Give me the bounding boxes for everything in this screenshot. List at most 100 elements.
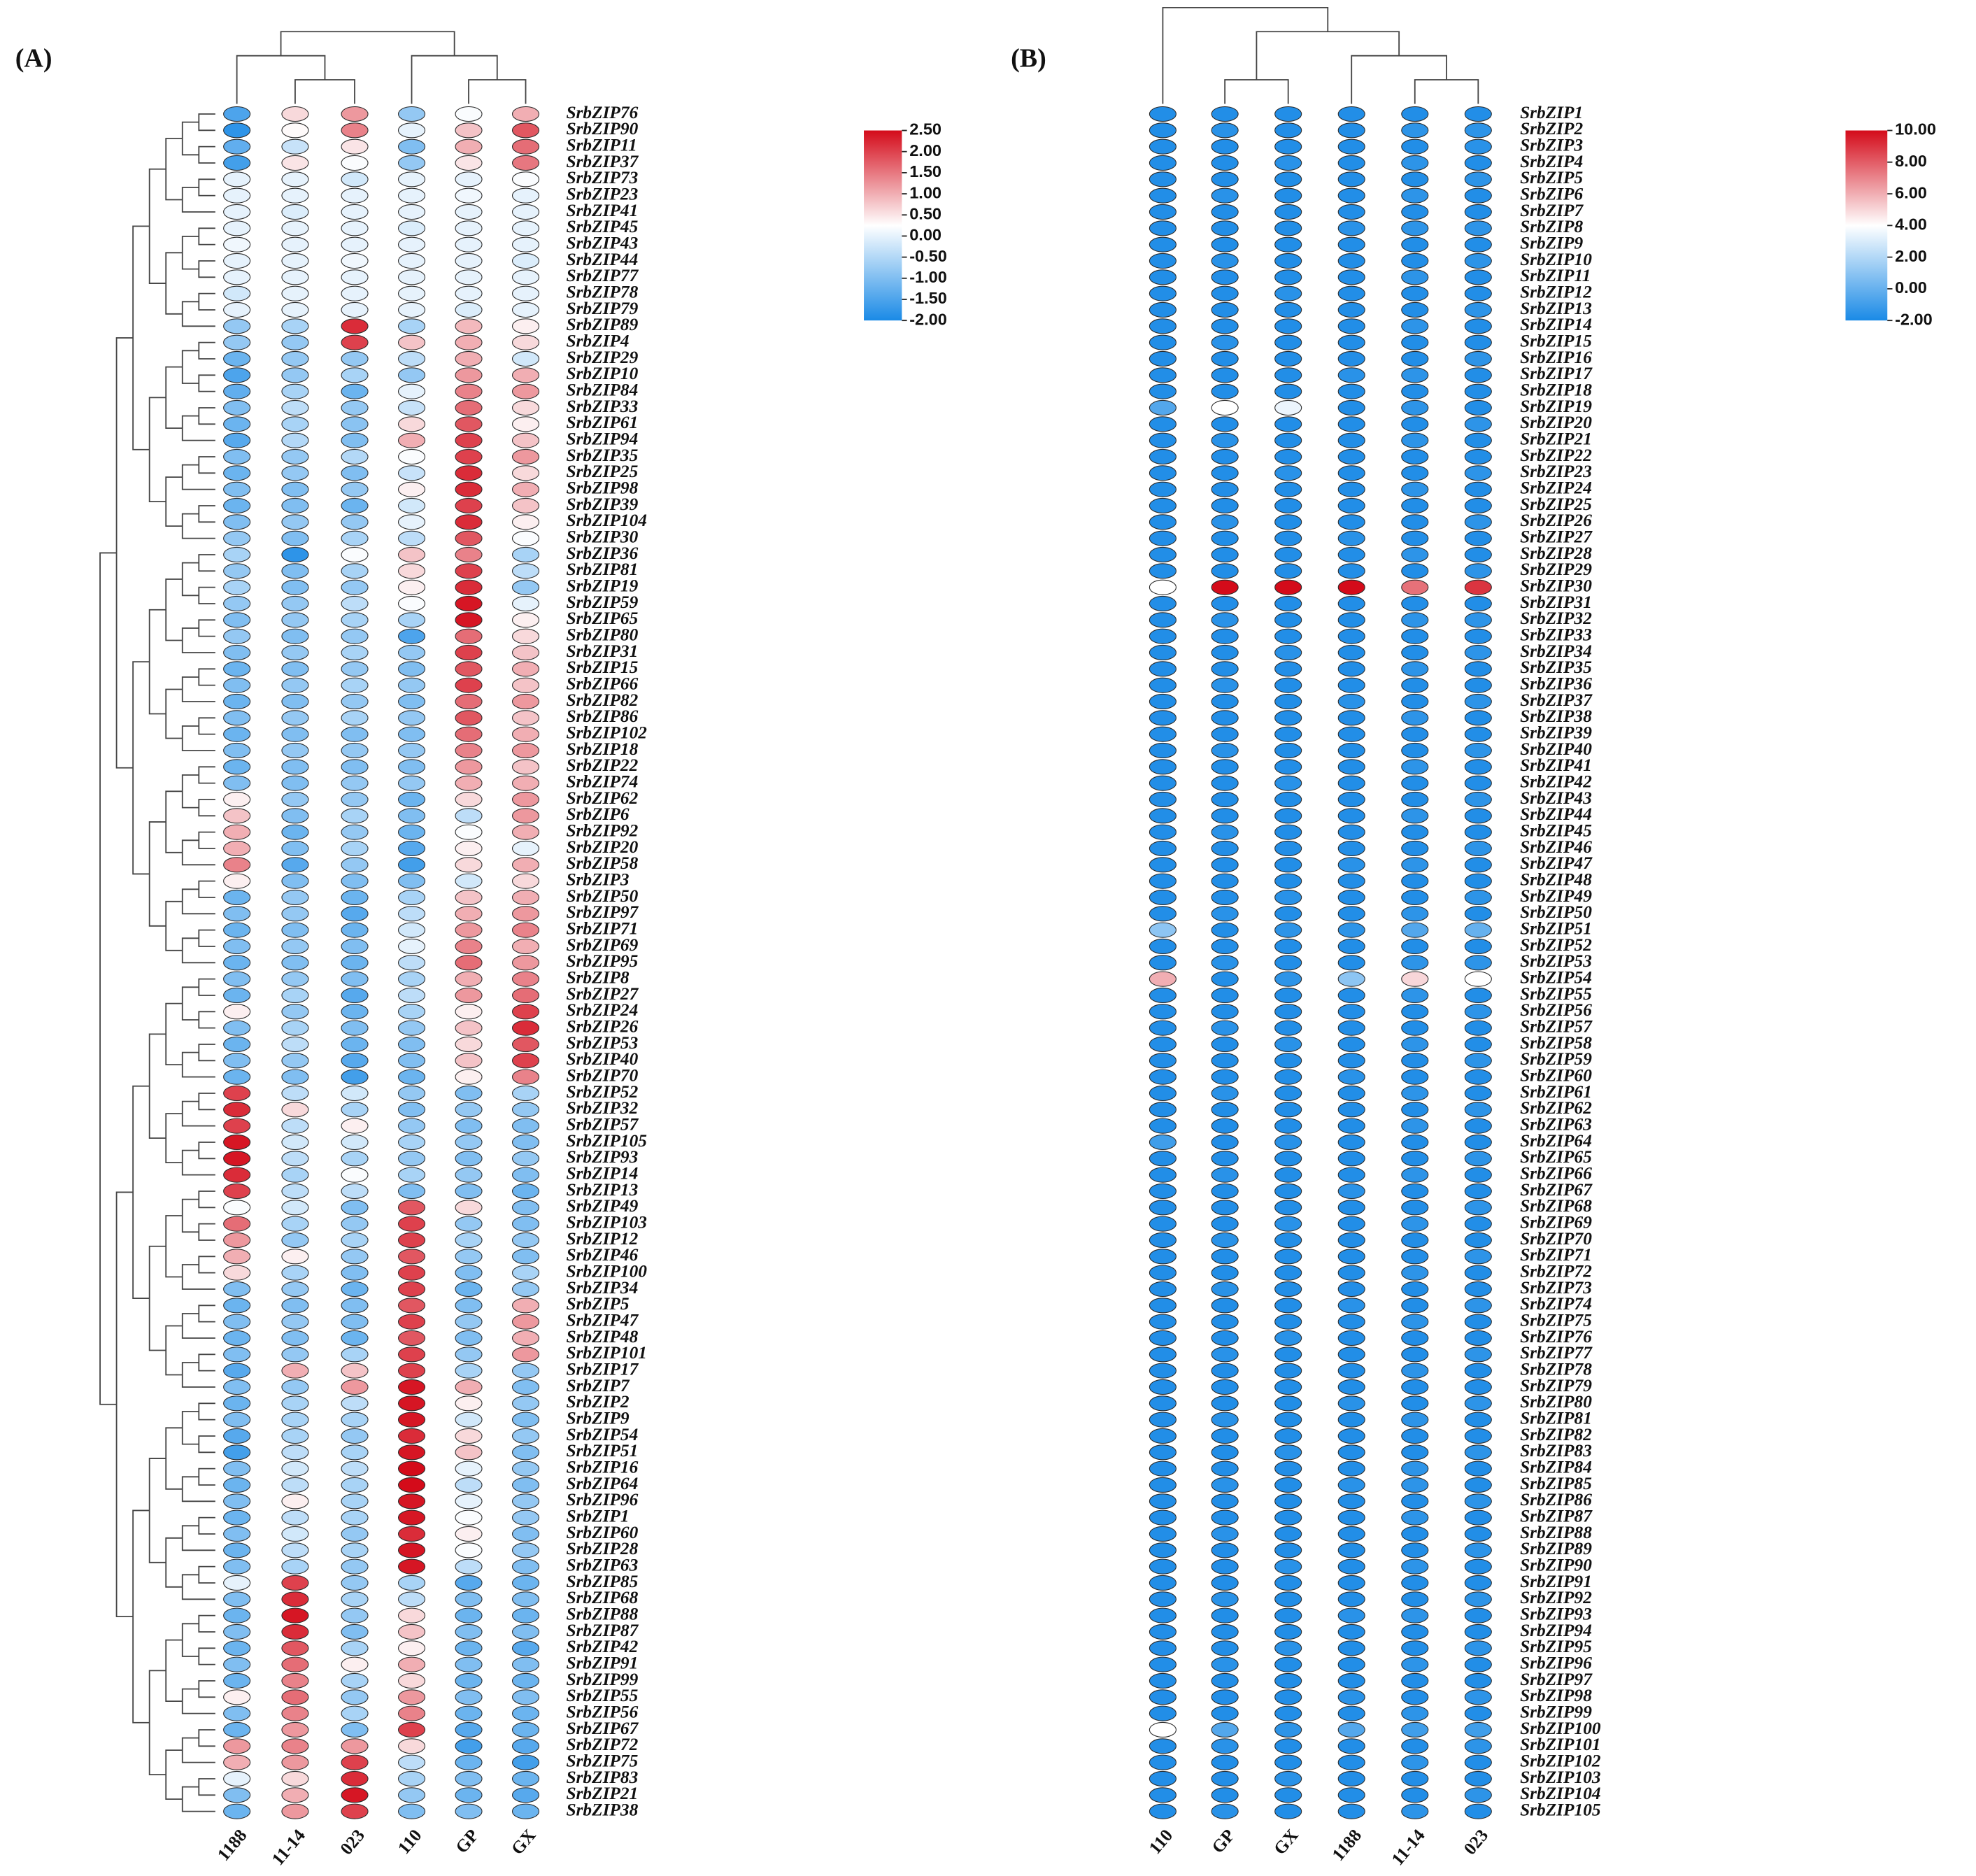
heatmap-cell: [1337, 1803, 1365, 1819]
heatmap-cell: [397, 1640, 426, 1656]
row-label: SrbZIP58: [1520, 1033, 1592, 1053]
heatmap-cell: [1337, 106, 1365, 122]
heatmap-cell: [455, 514, 483, 530]
heatmap-cell: [1149, 873, 1177, 889]
heatmap-cell: [1149, 318, 1177, 334]
heatmap-cell: [1464, 1672, 1492, 1689]
heatmap-cell: [1337, 1118, 1365, 1134]
heatmap-cell: [223, 1770, 251, 1787]
heatmap-cell: [1149, 726, 1177, 742]
heatmap-cell: [223, 220, 251, 236]
heatmap-cell: [281, 938, 309, 955]
heatmap-cell: [1464, 1509, 1492, 1526]
heatmap-cell: [1337, 857, 1365, 873]
heatmap-cell: [1274, 383, 1302, 399]
heatmap-cell: [455, 1232, 483, 1249]
row-label: SrbZIP62: [566, 788, 638, 808]
heatmap-cell: [397, 1363, 426, 1379]
heatmap-cell: [1464, 1265, 1492, 1281]
heatmap-cell: [1464, 1591, 1492, 1607]
row-label: SrbZIP11: [1520, 266, 1591, 285]
colorbar-tick-label: -0.50: [909, 247, 947, 265]
heatmap-cell: [1149, 1477, 1177, 1493]
heatmap-cell: [1401, 236, 1429, 253]
heatmap-cell: [1211, 1656, 1239, 1672]
heatmap-cell: [1211, 497, 1239, 514]
heatmap-cell: [281, 1689, 309, 1705]
dendrogram-branch: [198, 978, 215, 996]
heatmap-cell: [397, 1787, 426, 1803]
dendrogram-branch: [115, 1191, 134, 1618]
heatmap-cell: [1149, 1444, 1177, 1461]
heatmap-cell: [281, 155, 309, 171]
heatmap-cell: [1274, 1640, 1302, 1656]
dendrogram-branch: [198, 227, 215, 246]
heatmap-cell: [223, 253, 251, 269]
heatmap-cell: [341, 399, 369, 416]
heatmap-cell: [1464, 1200, 1492, 1216]
heatmap-cell: [1464, 938, 1492, 955]
heatmap-cell: [341, 1314, 369, 1330]
heatmap-cell: [1337, 1069, 1365, 1085]
heatmap-cell: [1274, 1428, 1302, 1444]
heatmap-cell: [1337, 1591, 1365, 1607]
heatmap-cell: [281, 759, 309, 775]
heatmap-cell: [397, 1509, 426, 1526]
heatmap-cell: [341, 1672, 369, 1689]
heatmap-cell: [397, 301, 426, 318]
heatmap-cell: [455, 1216, 483, 1232]
heatmap-cell: [511, 1102, 540, 1118]
heatmap-cell: [1274, 987, 1302, 1004]
heatmap-cell: [281, 1591, 309, 1607]
heatmap-cell: [223, 1363, 251, 1379]
column-label: 1188: [213, 1826, 250, 1865]
heatmap-cell: [1464, 759, 1492, 775]
heatmap-cell: [1401, 1249, 1429, 1265]
heatmap-cell: [397, 1607, 426, 1623]
row-label: SrbZIP73: [566, 168, 638, 187]
heatmap-cell: [223, 1200, 251, 1216]
row-label: SrbZIP58: [566, 853, 638, 873]
heatmap-cell: [511, 1721, 540, 1738]
heatmap-cell: [1149, 171, 1177, 187]
heatmap-cell: [341, 1330, 369, 1346]
heatmap-cell: [1401, 1461, 1429, 1477]
heatmap-cell: [455, 1036, 483, 1053]
heatmap-cell: [1211, 824, 1239, 840]
dendrogram-branch: [198, 831, 215, 849]
row-label: SrbZIP40: [1520, 739, 1592, 759]
heatmap-cell: [511, 481, 540, 497]
heatmap-cell: [341, 514, 369, 530]
heatmap-cell: [341, 122, 369, 138]
heatmap-cell: [397, 383, 426, 399]
row-label: SrbZIP36: [1520, 674, 1592, 693]
heatmap-cell: [1464, 612, 1492, 628]
heatmap-cell: [1337, 399, 1365, 416]
row-label: SrbZIP36: [566, 543, 638, 563]
row-label: SrbZIP19: [566, 576, 638, 595]
heatmap-cell: [1149, 1102, 1177, 1118]
heatmap-cell: [455, 1640, 483, 1656]
heatmap-cell: [397, 1803, 426, 1819]
heatmap-cell: [1337, 873, 1365, 889]
heatmap-cell: [455, 1461, 483, 1477]
heatmap-cell: [397, 857, 426, 873]
heatmap-cell: [1401, 1069, 1429, 1085]
heatmap-cell: [511, 497, 540, 514]
heatmap-cell: [223, 1493, 251, 1509]
row-dendrogram: [99, 113, 215, 1812]
heatmap-cell: [397, 759, 426, 775]
heatmap-cell: [1401, 1640, 1429, 1656]
heatmap-cell: [1401, 220, 1429, 236]
heatmap-cell: [511, 1444, 540, 1461]
heatmap-cell: [1149, 1591, 1177, 1607]
heatmap-cell: [1337, 1575, 1365, 1591]
heatmap-cell: [1464, 1314, 1492, 1330]
dendrogram-branch: [198, 554, 215, 572]
heatmap-cell: [1274, 1118, 1302, 1134]
row-label: SrbZIP92: [566, 820, 638, 840]
heatmap-cell: [455, 497, 483, 514]
heatmap-cell: [1337, 1183, 1365, 1200]
heatmap-cell: [1274, 171, 1302, 187]
row-label: SrbZIP54: [566, 1425, 638, 1444]
